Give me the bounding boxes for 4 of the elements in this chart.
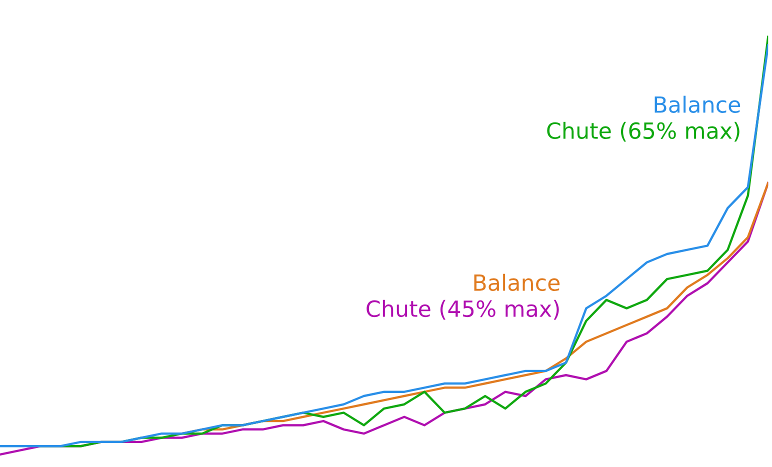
text: Balance (474, 274, 560, 292)
series-label: Chute (65% max) (547, 122, 740, 142)
text: Chute (45% max) (366, 300, 559, 320)
series-label: Balance (654, 96, 740, 113)
